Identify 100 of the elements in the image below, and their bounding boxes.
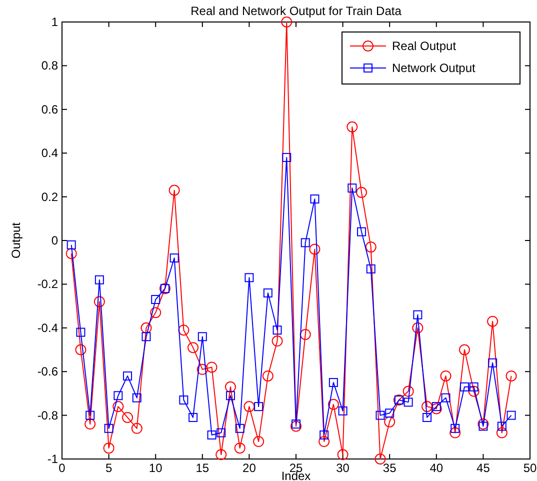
x-tick-label: 50 [523, 461, 537, 475]
x-tick-label: 40 [430, 461, 444, 475]
point [374, 454, 386, 464]
y-tick-label: -0.6 [37, 364, 58, 379]
y-tick-label: 0 [51, 234, 58, 248]
point [440, 370, 452, 382]
point [262, 370, 274, 382]
point [488, 358, 498, 368]
point [402, 386, 414, 397]
point [337, 449, 348, 460]
point [356, 186, 368, 198]
point [458, 344, 470, 356]
y-tick-label: 0.4 [41, 146, 58, 160]
point [178, 324, 190, 336]
point [103, 442, 114, 454]
point [413, 310, 422, 320]
point [104, 424, 114, 433]
point [253, 436, 264, 448]
point [226, 391, 235, 400]
point [346, 121, 358, 132]
y-tick-label: 0.2 [41, 190, 58, 204]
x-tick-label: 30 [336, 461, 350, 475]
point [188, 342, 199, 354]
point [441, 393, 450, 402]
point [150, 307, 162, 318]
point [357, 227, 366, 236]
point [468, 386, 480, 397]
point [123, 371, 132, 380]
legend-label: Real Output [392, 39, 457, 53]
point [234, 442, 246, 454]
point [112, 401, 124, 412]
point [151, 294, 160, 304]
point [86, 410, 95, 420]
point [94, 296, 105, 308]
point [506, 410, 516, 420]
point [422, 412, 432, 422]
point [142, 332, 151, 342]
point [366, 264, 376, 274]
point [84, 418, 96, 430]
point [487, 316, 498, 327]
point [309, 244, 320, 255]
point [281, 16, 292, 28]
point [328, 398, 339, 410]
point [318, 436, 330, 448]
point [496, 427, 508, 438]
point [254, 402, 264, 412]
point [320, 430, 329, 440]
x-tick-label: 10 [148, 461, 163, 475]
point [122, 412, 134, 423]
point [338, 406, 348, 416]
x-tick-label: 15 [196, 461, 210, 475]
y-tick-label: -0.8 [37, 408, 58, 422]
y-axis-title: Output [9, 222, 23, 259]
y-tick-label: -0.4 [37, 320, 58, 335]
point [385, 408, 394, 418]
point [114, 391, 123, 400]
x-tick-label: 5 [105, 461, 112, 475]
point [206, 362, 218, 373]
point [422, 401, 433, 412]
point [365, 242, 376, 253]
y-tick-label: -0.2 [37, 277, 58, 292]
point [450, 424, 460, 433]
point [170, 253, 179, 262]
chart-title: Real and Network Output for Train Data [190, 4, 402, 18]
point [506, 370, 517, 382]
point [430, 403, 442, 414]
point [216, 428, 226, 438]
point [76, 328, 86, 337]
point [292, 420, 300, 429]
point [216, 449, 227, 460]
point [290, 420, 302, 432]
point [244, 273, 254, 282]
point [300, 328, 311, 340]
point [198, 332, 207, 342]
point [168, 184, 180, 196]
y-tick-label: -1 [47, 452, 58, 466]
point [272, 336, 283, 347]
point [376, 410, 385, 420]
x-tick-label: 20 [242, 461, 256, 475]
point [412, 322, 424, 334]
point [244, 401, 255, 412]
point [384, 416, 396, 428]
point [450, 427, 461, 438]
point [300, 238, 310, 248]
y-tick-label: 0.8 [41, 58, 58, 73]
y-tick-label: 1 [51, 15, 58, 29]
x-tick-label: 35 [382, 461, 397, 475]
point [94, 275, 104, 284]
point [132, 393, 142, 402]
point [460, 382, 469, 392]
point [478, 418, 489, 430]
point [478, 422, 488, 431]
point [404, 398, 413, 407]
point [66, 248, 77, 260]
point [282, 152, 292, 162]
point [235, 424, 244, 433]
point [263, 288, 272, 298]
point [188, 412, 198, 422]
x-tick-label: 45 [476, 461, 490, 475]
y-tick-label: 0.6 [41, 102, 58, 116]
